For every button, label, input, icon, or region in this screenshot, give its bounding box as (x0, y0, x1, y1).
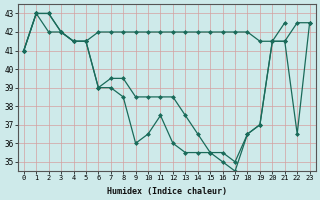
X-axis label: Humidex (Indice chaleur): Humidex (Indice chaleur) (107, 187, 227, 196)
